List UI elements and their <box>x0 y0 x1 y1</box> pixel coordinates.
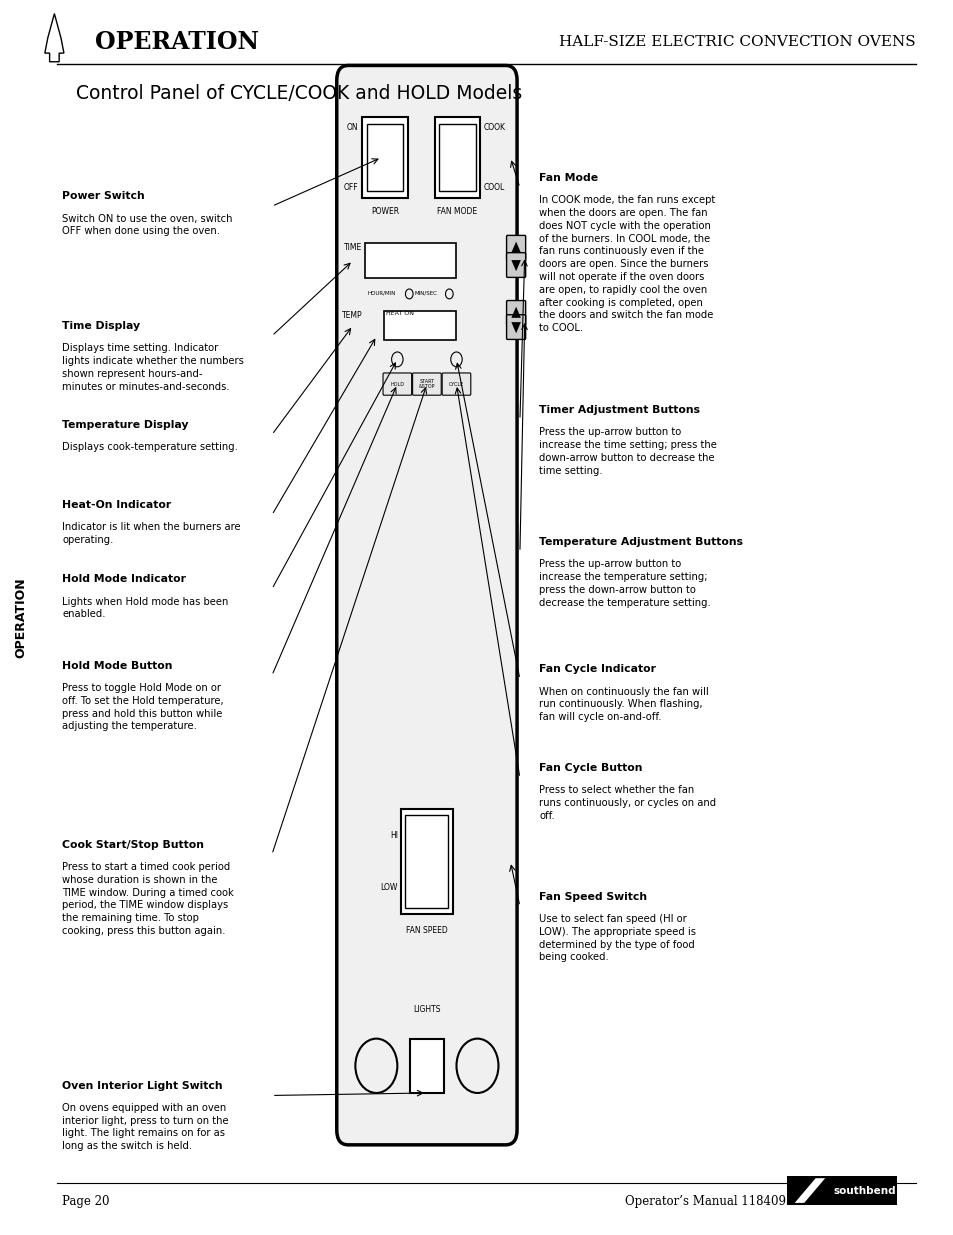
Text: Oven Interior Light Switch: Oven Interior Light Switch <box>62 1081 222 1091</box>
Text: Power Switch: Power Switch <box>62 191 145 201</box>
Text: COOK: COOK <box>483 124 505 132</box>
FancyBboxPatch shape <box>400 809 453 914</box>
FancyBboxPatch shape <box>336 65 517 1145</box>
Polygon shape <box>794 1178 824 1203</box>
FancyBboxPatch shape <box>365 243 456 278</box>
Text: Displays cook-temperature setting.: Displays cook-temperature setting. <box>62 442 237 452</box>
Text: HI: HI <box>390 831 397 840</box>
Polygon shape <box>511 322 520 333</box>
Text: LIGHTS: LIGHTS <box>413 1005 440 1014</box>
Polygon shape <box>511 306 520 317</box>
Text: Hold Mode Indicator: Hold Mode Indicator <box>62 574 186 584</box>
Text: Page 20: Page 20 <box>62 1195 110 1209</box>
Text: When on continuously the fan will
run continuously. When flashing,
fan will cycl: When on continuously the fan will run co… <box>538 687 708 722</box>
Text: OFF: OFF <box>343 183 358 191</box>
Text: Heat-On Indicator: Heat-On Indicator <box>62 500 172 510</box>
Text: Use to select fan speed (HI or
LOW). The appropriate speed is
determined by the : Use to select fan speed (HI or LOW). The… <box>538 914 696 962</box>
FancyBboxPatch shape <box>412 373 440 395</box>
Text: On ovens equipped with an oven
interior light, press to turn on the
light. The l: On ovens equipped with an oven interior … <box>62 1103 229 1151</box>
Text: Operator’s Manual 1184093: Operator’s Manual 1184093 <box>624 1195 793 1209</box>
FancyBboxPatch shape <box>506 236 525 261</box>
FancyBboxPatch shape <box>366 124 402 191</box>
Text: HOLD: HOLD <box>390 382 404 387</box>
Text: Fan Cycle Button: Fan Cycle Button <box>538 763 641 773</box>
Text: Lights when Hold mode has been
enabled.: Lights when Hold mode has been enabled. <box>62 597 228 619</box>
FancyBboxPatch shape <box>786 1176 896 1205</box>
Text: POWER: POWER <box>371 207 398 216</box>
Text: OPERATION: OPERATION <box>95 30 259 54</box>
Text: HEAT ON: HEAT ON <box>386 311 414 316</box>
Text: TEMP: TEMP <box>341 311 362 320</box>
FancyBboxPatch shape <box>361 117 407 198</box>
Text: Fan Speed Switch: Fan Speed Switch <box>538 892 646 902</box>
Polygon shape <box>511 261 520 272</box>
Text: Press the up-arrow button to
increase the time setting; press the
down-arrow but: Press the up-arrow button to increase th… <box>538 427 716 475</box>
Text: Temperature Adjustment Buttons: Temperature Adjustment Buttons <box>538 537 742 547</box>
Text: Press to toggle Hold Mode on or
off. To set the Hold temperature,
press and hold: Press to toggle Hold Mode on or off. To … <box>62 683 223 731</box>
FancyBboxPatch shape <box>442 373 471 395</box>
FancyBboxPatch shape <box>438 124 475 191</box>
FancyBboxPatch shape <box>506 315 525 340</box>
Polygon shape <box>511 242 520 253</box>
Text: TIME: TIME <box>344 243 362 252</box>
Text: CYCLE: CYCLE <box>449 382 463 387</box>
Text: LOW: LOW <box>380 883 397 892</box>
Text: ON: ON <box>346 124 358 132</box>
Text: Press to select whether the fan
runs continuously, or cycles on and
off.: Press to select whether the fan runs con… <box>538 785 716 821</box>
FancyBboxPatch shape <box>405 815 448 908</box>
FancyBboxPatch shape <box>382 373 412 395</box>
Text: HALF-SIZE ELECTRIC CONVECTION OVENS: HALF-SIZE ELECTRIC CONVECTION OVENS <box>558 35 915 49</box>
FancyBboxPatch shape <box>506 253 525 278</box>
Text: Switch ON to use the oven, switch
OFF when done using the oven.: Switch ON to use the oven, switch OFF wh… <box>62 214 233 236</box>
Text: Indicator is lit when the burners are
operating.: Indicator is lit when the burners are op… <box>62 522 240 545</box>
Text: MIN/SEC: MIN/SEC <box>415 290 437 295</box>
Text: Fan Mode: Fan Mode <box>538 173 598 183</box>
Text: Fan Cycle Indicator: Fan Cycle Indicator <box>538 664 656 674</box>
Text: Cook Start/Stop Button: Cook Start/Stop Button <box>62 840 204 850</box>
Text: FAN MODE: FAN MODE <box>436 207 477 216</box>
Text: Displays time setting. Indicator
lights indicate whether the numbers
shown repre: Displays time setting. Indicator lights … <box>62 343 244 391</box>
Text: southbend: southbend <box>832 1186 895 1195</box>
Text: OPERATION: OPERATION <box>14 577 28 658</box>
FancyBboxPatch shape <box>506 300 525 325</box>
Text: Press the up-arrow button to
increase the temperature setting;
press the down-ar: Press the up-arrow button to increase th… <box>538 559 710 608</box>
Text: Hold Mode Button: Hold Mode Button <box>62 661 172 671</box>
FancyBboxPatch shape <box>409 1039 443 1093</box>
Text: Temperature Display: Temperature Display <box>62 420 189 430</box>
Text: Time Display: Time Display <box>62 321 140 331</box>
Text: Control Panel of CYCLE/COOK and HOLD Models: Control Panel of CYCLE/COOK and HOLD Mod… <box>76 84 522 103</box>
Text: In COOK mode, the fan runs except
when the doors are open. The fan
does NOT cycl: In COOK mode, the fan runs except when t… <box>538 195 715 333</box>
FancyBboxPatch shape <box>384 311 456 340</box>
Text: HOUR/MIN: HOUR/MIN <box>367 290 395 295</box>
Text: COOL: COOL <box>483 183 504 191</box>
Text: Timer Adjustment Buttons: Timer Adjustment Buttons <box>538 405 700 415</box>
Text: Press to start a timed cook period
whose duration is shown in the
TIME window. D: Press to start a timed cook period whose… <box>62 862 233 936</box>
Text: FAN SPEED: FAN SPEED <box>406 926 447 935</box>
Text: START
&STOP: START &STOP <box>418 379 435 389</box>
FancyBboxPatch shape <box>435 117 480 198</box>
